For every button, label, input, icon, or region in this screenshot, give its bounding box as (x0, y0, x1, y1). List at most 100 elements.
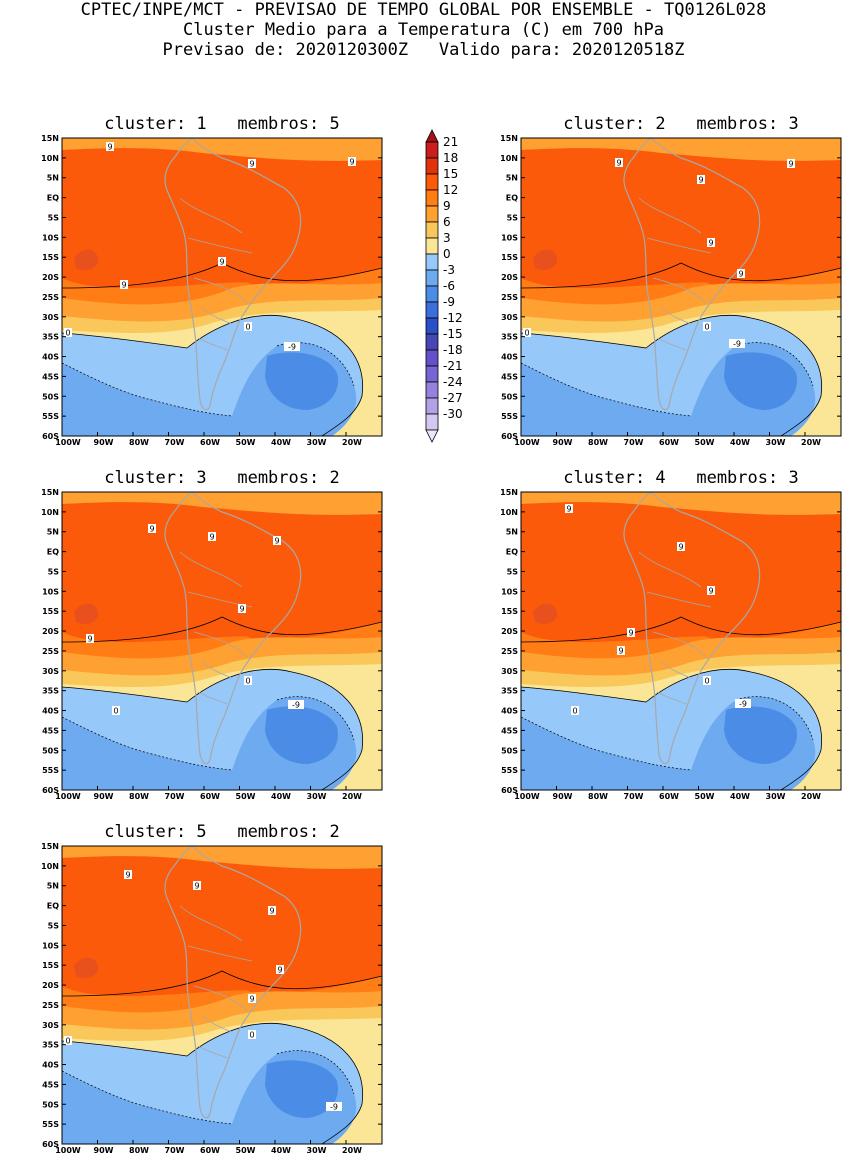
lon-label: 30W (307, 438, 327, 447)
country-border (201, 307, 233, 325)
lat-label: 45S (42, 726, 59, 735)
contour-label: 9 (618, 647, 623, 656)
country-border (179, 197, 243, 234)
country-border (652, 631, 707, 658)
lon-label: 90W (94, 438, 114, 447)
legend-swatch (425, 301, 439, 319)
contour-label-bg (64, 328, 72, 337)
contour-label-bg (697, 175, 705, 184)
map-field: 9 9 9 9 9 0 0 -9 (61, 491, 383, 791)
warm-core (533, 249, 558, 270)
legend-swatch (425, 397, 439, 415)
contour-label: 9 (566, 505, 571, 514)
lat-label: 60S (501, 432, 518, 441)
contour-label: 0 (113, 707, 118, 716)
contour-label-bg (523, 328, 531, 337)
legend-label: -27 (443, 391, 463, 405)
temperature-band-minus9-minus6 (265, 352, 338, 410)
country-border (197, 337, 228, 351)
contour-label: 9 (219, 258, 224, 267)
country-border (193, 985, 248, 1012)
lat-label: EQ (506, 194, 518, 203)
contour-0 (61, 668, 364, 791)
contour-label: 0 (704, 677, 709, 686)
legend-swatch (425, 333, 439, 351)
country-border (187, 237, 253, 254)
lon-label: 70W (165, 1146, 185, 1155)
contour-label-bg (208, 532, 216, 541)
lat-label: 10N (500, 508, 518, 517)
country-border (656, 691, 687, 705)
legend-label: 0 (443, 247, 451, 261)
contour-minus-6 (520, 362, 692, 417)
map-panel-cluster-5: 9 9 9 9 9 0 0 -9 15N 10N 5N EQ 5S 10S 15S 20S 25S 30S 35S 4… (41, 842, 383, 1155)
legend-swatch (425, 349, 439, 367)
coastline (164, 137, 302, 411)
legend-label: 3 (443, 231, 451, 245)
lat-label: 15N (41, 488, 59, 497)
contour-9 (520, 262, 842, 289)
header-dates: Previsao de: 2020120300Z Valido para: 20… (162, 40, 685, 60)
legend-label: -15 (443, 327, 463, 341)
lat-label: 30S (42, 667, 59, 676)
contour-minus-9 (276, 1050, 355, 1095)
contour-label: 9 (249, 160, 254, 169)
contour-minus-6 (520, 716, 692, 771)
lat-label: 20S (42, 273, 59, 282)
legend-swatch (425, 157, 439, 175)
contour-label-bg (248, 1030, 256, 1039)
lat-label: 5S (507, 213, 519, 222)
lat-label: 25S (42, 1001, 59, 1010)
legend-label: -18 (443, 343, 463, 357)
lat-label: 45S (501, 372, 518, 381)
country-border (201, 1015, 233, 1033)
temperature-band-12-15 (210, 906, 288, 996)
panel-4-title: cluster: 4 membros: 3 (563, 468, 799, 488)
country-border (656, 337, 687, 351)
contour-minus-6 (61, 362, 233, 417)
lat-label: EQ (47, 194, 59, 203)
lon-label: 100W (514, 792, 540, 801)
contour-label: 9 (239, 605, 244, 614)
contour-0 (520, 668, 823, 791)
lat-label: 10S (42, 233, 59, 242)
contour-minus-9 (735, 696, 814, 741)
contour-0 (520, 314, 823, 437)
contour-label-bg (703, 676, 711, 685)
country-border (193, 631, 248, 658)
country-border (197, 1045, 228, 1059)
lat-label: 50S (42, 1100, 59, 1109)
map-panel-cluster-3: 9 9 9 9 9 0 0 -9 15N 10N 5N EQ 5S 10S 15S 20S 25S 30S 35S 4… (41, 488, 383, 801)
map-frame (61, 137, 383, 437)
map-field: 9 9 9 9 9 0 0 -9 (61, 137, 383, 437)
contour-label-bg (707, 586, 715, 595)
warm-core (74, 957, 99, 978)
lat-label: 40S (501, 353, 518, 362)
lon-label: 80W (129, 792, 149, 801)
contour-label-bg (112, 706, 120, 715)
lat-label: 40S (42, 1061, 59, 1070)
lat-label: 5N (506, 174, 518, 183)
temperature-band-minus9-minus6 (265, 1060, 338, 1118)
lat-label: 45S (42, 372, 59, 381)
legend-label: -6 (443, 279, 455, 293)
lon-label: 20W (342, 792, 362, 801)
lon-label: 20W (801, 792, 821, 801)
contour-label: 0 (245, 323, 250, 332)
panel-5-title: cluster: 5 membros: 2 (104, 822, 340, 842)
country-border (660, 661, 692, 679)
contour-label-bg (86, 634, 94, 643)
lat-label: 15S (42, 607, 59, 616)
contour-label-bg (677, 542, 685, 551)
lat-label: 5N (47, 528, 59, 537)
contour-label-bg (737, 269, 745, 278)
contour-label: 0 (524, 329, 529, 338)
contour-0 (61, 314, 364, 437)
contour-label: 0 (704, 323, 709, 332)
coastline (623, 491, 761, 765)
legend-swatch (425, 413, 439, 431)
legend-swatch (425, 237, 439, 255)
contour-label-bg (238, 604, 246, 613)
lat-label: EQ (47, 548, 59, 557)
lon-label: 50W (695, 792, 715, 801)
